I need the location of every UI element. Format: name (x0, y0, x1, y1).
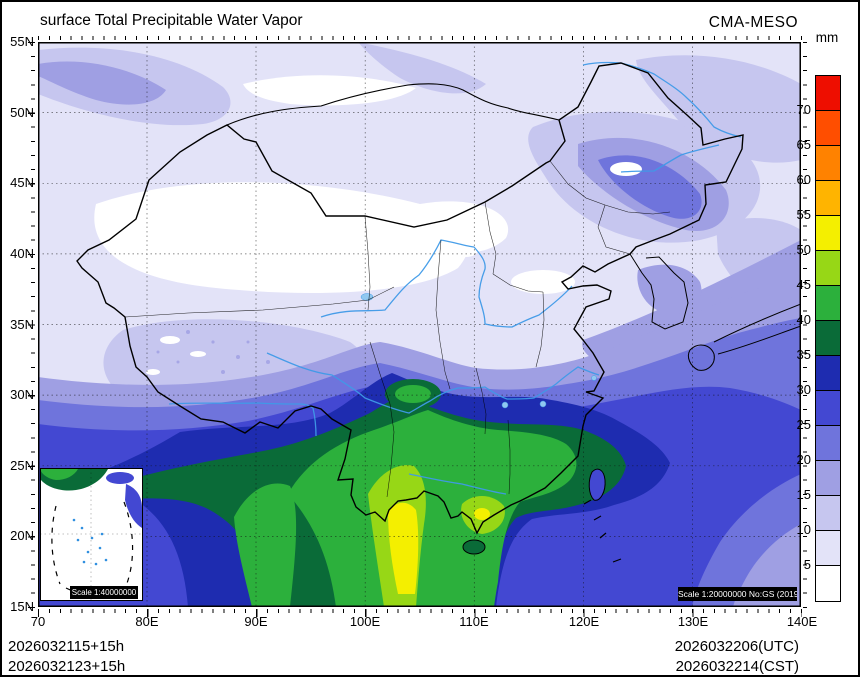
pearl-river (408, 473, 507, 495)
colorbar-segment (816, 216, 840, 251)
colorbar-segment (816, 321, 840, 356)
hainan-island (462, 539, 486, 555)
colorbar-segment (816, 426, 840, 461)
yellow-river (320, 239, 573, 328)
mongolia-border (226, 83, 560, 126)
china-border (76, 62, 744, 535)
colorbar-tick-label: 40 (796, 312, 811, 327)
honshu-coast (713, 303, 801, 355)
nine-dash-line (583, 499, 622, 563)
colorbar-tick-label: 25 (796, 417, 811, 432)
lon-axis-label: 100E (349, 614, 381, 629)
lat-axis-label: 55N (10, 34, 34, 49)
lat-axis-label: 50N (10, 105, 34, 120)
lon-axis-label: 70 (30, 614, 46, 629)
colorbar-segment (816, 251, 840, 286)
valid-time-cst: 2026032214(CST) (675, 658, 799, 675)
colorbar-tick-label: 60 (796, 172, 811, 187)
init-time-cst: 2026032123+15h (8, 658, 126, 675)
colorbar-segment (816, 181, 840, 216)
colorbar-segment (816, 286, 840, 321)
boundaries (76, 62, 801, 555)
colorbar-tick-label: 15 (796, 487, 811, 502)
colorbar (815, 75, 841, 602)
colorbar-tick-label: 20 (796, 452, 811, 467)
province-borders (124, 160, 671, 498)
lat-axis-label: 40N (10, 246, 34, 261)
lat-axis-label: 45N (10, 175, 34, 190)
colorbar-segment (816, 566, 840, 601)
tpw-field (38, 42, 801, 607)
model-name: CMA-MESO (708, 14, 798, 31)
kyushu-coast (687, 344, 715, 371)
lon-axis-label: 130E (677, 614, 709, 629)
colorbar-segment (816, 391, 840, 426)
colorbar-tick-label: 45 (796, 277, 811, 292)
main-scale-badge: Scale 1:20000000 No:GS (2019) 1786 (678, 587, 797, 601)
x-axis-major-ticks (38, 609, 802, 617)
colorbar-segment (816, 531, 840, 566)
colorbar-segment (816, 111, 840, 146)
y-axis-right-ticks (803, 42, 807, 608)
colorbar-tick-label: 65 (796, 137, 811, 152)
lon-axis-label: 120E (568, 614, 600, 629)
korea-coast (629, 253, 689, 330)
lat-axis-label: 35N (10, 317, 34, 332)
brahmaputra-river (168, 402, 317, 437)
colorbar-tick-label: 70 (796, 102, 811, 117)
colorbar-segment (816, 356, 840, 391)
lat-axis-label: 30N (10, 387, 34, 402)
colorbar-unit-label: mm (815, 30, 839, 45)
yangtze-river (266, 352, 600, 414)
y-axis-major-ticks (28, 42, 35, 608)
lon-axis-label: 140E (786, 614, 818, 629)
plateau-speckle (156, 330, 270, 389)
x-axis-top-ticks (38, 36, 802, 40)
lon-axis-label: 80E (135, 614, 159, 629)
map-frame (38, 42, 801, 607)
taiwan-island (588, 468, 606, 501)
colorbar-tick-label: 5 (803, 557, 811, 572)
colorbar-tick-label: 50 (796, 242, 811, 257)
colorbar-tick-label: 35 (796, 347, 811, 362)
songhua-river (620, 144, 720, 173)
lat-axis-label: 25N (10, 458, 34, 473)
colorbar-tick-label: 55 (796, 207, 811, 222)
colorbar-tick-label: 10 (796, 522, 811, 537)
colorbar-segment (816, 496, 840, 531)
lat-axis-label: 15N (10, 599, 34, 614)
sea-inset (40, 468, 143, 601)
colorbar-segment (816, 76, 840, 111)
graticule (38, 42, 801, 607)
plot-title: surface Total Precipitable Water Vapor (40, 12, 303, 29)
lat-axis-label: 20N (10, 528, 34, 543)
colorbar-tick-label: 30 (796, 382, 811, 397)
lon-axis-label: 90E (244, 614, 268, 629)
colorbar-segment (816, 146, 840, 181)
colorbar-segment (816, 461, 840, 496)
inset-scale-badge: Scale 1:40000000 (70, 586, 138, 599)
map-canvas: Scale 1:40000000 Scale 1:20000000 No:GS … (38, 42, 801, 607)
init-time-utc: 2026032115+15h (8, 638, 125, 655)
valid-time-utc: 2026032206(UTC) (674, 638, 799, 655)
lon-axis-label: 110E (459, 614, 489, 629)
